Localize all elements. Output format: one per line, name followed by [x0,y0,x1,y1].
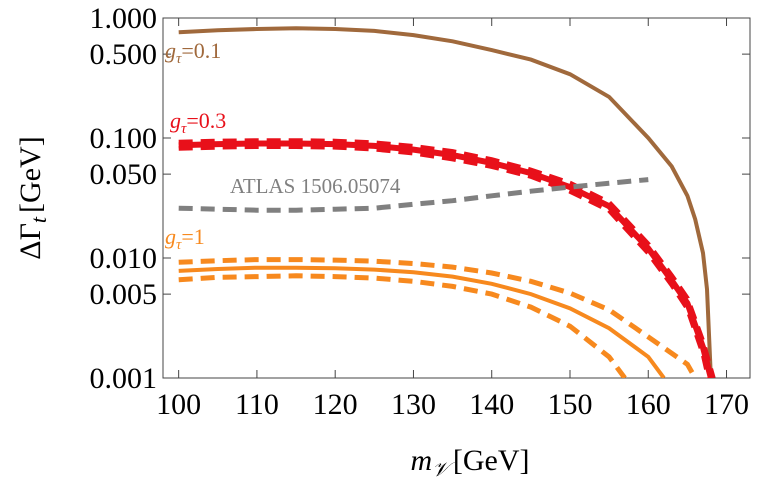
plot-frame [162,17,751,379]
series-label-main: g [165,224,176,249]
y-axis-label: ΔΓt [GeV] [14,136,51,259]
series-label-sub: τ [176,237,182,253]
dashed-line [178,177,649,213]
x-tick-label: 120 [313,388,358,421]
x-tick-label: 150 [547,388,592,421]
x-label-sub: 𝒱 [432,459,455,481]
y-tick-label: 0.001 [90,362,158,395]
dashed-line [178,144,711,378]
series-label-main: g [165,38,176,63]
series-label-main: g [170,108,181,133]
y-label-unit: [GeV] [14,136,47,213]
dashed-line [178,257,698,378]
x-label-unit: [GeV] [453,444,530,477]
series-name: ATLAS 1506.05074 [230,174,401,198]
x-tick-label: 110 [235,388,279,421]
series-label: gτ=1 [165,224,205,253]
dashed-line [178,138,716,378]
y-tick-label: 0.500 [90,38,158,71]
y-label-sub: t [26,216,51,223]
x-tick-label: 130 [391,388,436,421]
y-tick-label: 0.010 [90,242,158,275]
series-label-sub: τ [181,121,187,137]
x-tick-label: 100 [156,388,201,421]
series-label-rest: =1 [181,224,204,249]
dashed-line [178,273,627,378]
y-tick-label: 0.050 [90,158,158,191]
x-tick-label: 140 [469,388,514,421]
x-axis-label: m𝒱 [GeV] [411,444,530,481]
y-label-main: ΔΓ [14,223,47,260]
y-tick-label: 0.100 [90,122,158,155]
line [178,26,713,378]
y-tick-label: 1.000 [90,2,158,35]
line [178,265,666,378]
series-label-rest: =0.3 [186,108,226,133]
x-tick-label: 170 [704,388,749,421]
series-label-rest: =0.1 [181,38,221,63]
y-tick-label: 0.005 [90,278,158,311]
plot-lines [178,26,716,378]
series-label-sub: τ [176,51,182,67]
series-label: gτ=0.1 [165,38,221,67]
line [178,140,714,378]
x-tick-label: 160 [626,388,671,421]
x-label-main: m [411,444,433,477]
series-label: gτ=0.3 [170,108,226,137]
